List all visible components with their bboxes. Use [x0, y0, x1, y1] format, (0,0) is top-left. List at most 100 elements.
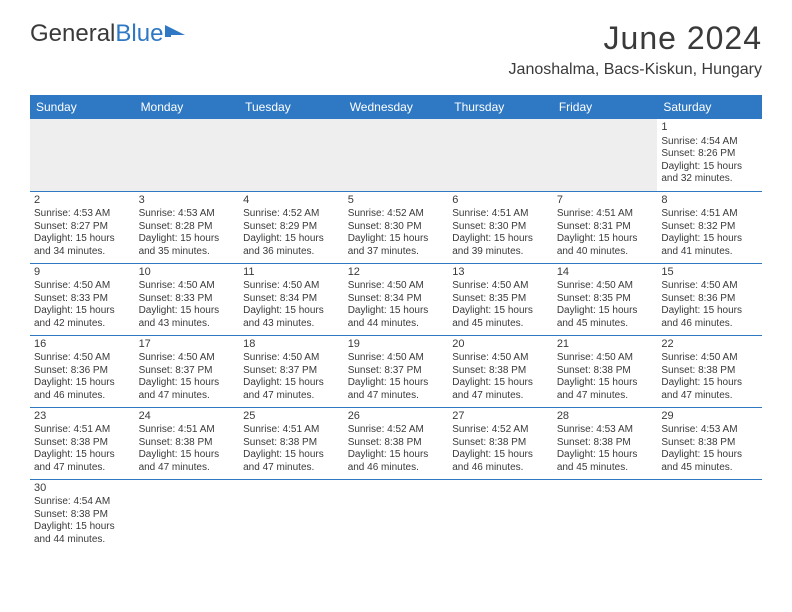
- day-number: 18: [243, 338, 340, 352]
- sunset-line: Sunset: 8:38 PM: [348, 437, 445, 450]
- daylight-line-2: and 37 minutes.: [348, 246, 445, 259]
- daylight-line-2: and 44 minutes.: [348, 318, 445, 331]
- sunset-line: Sunset: 8:29 PM: [243, 221, 340, 234]
- daylight-line-2: and 47 minutes.: [34, 462, 131, 475]
- weekday-header: Sunday: [30, 95, 135, 119]
- sunset-line: Sunset: 8:33 PM: [139, 293, 236, 306]
- sunset-line: Sunset: 8:37 PM: [348, 365, 445, 378]
- sunset-line: Sunset: 8:38 PM: [452, 437, 549, 450]
- daylight-line-1: Daylight: 15 hours: [557, 377, 654, 390]
- daylight-line-2: and 35 minutes.: [139, 246, 236, 259]
- daylight-line-2: and 34 minutes.: [34, 246, 131, 259]
- calendar-cell: 27Sunrise: 4:52 AMSunset: 8:38 PMDayligh…: [448, 407, 553, 479]
- daylight-line-2: and 46 minutes.: [661, 318, 758, 331]
- sunset-line: Sunset: 8:31 PM: [557, 221, 654, 234]
- sunset-line: Sunset: 8:26 PM: [661, 148, 758, 161]
- day-number: 7: [557, 194, 654, 208]
- sunrise-line: Sunrise: 4:50 AM: [243, 352, 340, 365]
- daylight-line-1: Daylight: 15 hours: [348, 449, 445, 462]
- sunset-line: Sunset: 8:36 PM: [34, 365, 131, 378]
- sunrise-line: Sunrise: 4:50 AM: [34, 352, 131, 365]
- sunset-line: Sunset: 8:33 PM: [34, 293, 131, 306]
- logo: GeneralBlue: [30, 20, 189, 48]
- day-number: 2: [34, 194, 131, 208]
- day-number: 4: [243, 194, 340, 208]
- calendar-cell: 5Sunrise: 4:52 AMSunset: 8:30 PMDaylight…: [344, 191, 449, 263]
- calendar-row: 9Sunrise: 4:50 AMSunset: 8:33 PMDaylight…: [30, 263, 762, 335]
- calendar-cell: [30, 119, 135, 191]
- daylight-line-2: and 36 minutes.: [243, 246, 340, 259]
- calendar-cell: 15Sunrise: 4:50 AMSunset: 8:36 PMDayligh…: [657, 263, 762, 335]
- daylight-line-2: and 47 minutes.: [139, 390, 236, 403]
- sunset-line: Sunset: 8:38 PM: [34, 509, 131, 522]
- day-number: 13: [452, 266, 549, 280]
- sunset-line: Sunset: 8:30 PM: [348, 221, 445, 234]
- sunrise-line: Sunrise: 4:54 AM: [34, 496, 131, 509]
- calendar-cell: 25Sunrise: 4:51 AMSunset: 8:38 PMDayligh…: [239, 407, 344, 479]
- sunrise-line: Sunrise: 4:54 AM: [661, 136, 758, 149]
- daylight-line-2: and 41 minutes.: [661, 246, 758, 259]
- day-number: 8: [661, 194, 758, 208]
- calendar-cell: 20Sunrise: 4:50 AMSunset: 8:38 PMDayligh…: [448, 335, 553, 407]
- daylight-line-1: Daylight: 15 hours: [348, 377, 445, 390]
- daylight-line-2: and 42 minutes.: [34, 318, 131, 331]
- daylight-line-2: and 45 minutes.: [557, 462, 654, 475]
- daylight-line-1: Daylight: 15 hours: [452, 233, 549, 246]
- calendar-cell: 1Sunrise: 4:54 AMSunset: 8:26 PMDaylight…: [657, 119, 762, 191]
- sunset-line: Sunset: 8:38 PM: [661, 365, 758, 378]
- sunrise-line: Sunrise: 4:53 AM: [34, 208, 131, 221]
- daylight-line-1: Daylight: 15 hours: [34, 233, 131, 246]
- sunset-line: Sunset: 8:30 PM: [452, 221, 549, 234]
- calendar-row: 1Sunrise: 4:54 AMSunset: 8:26 PMDaylight…: [30, 119, 762, 191]
- day-number: 14: [557, 266, 654, 280]
- month-title: June 2024: [509, 20, 762, 57]
- daylight-line-1: Daylight: 15 hours: [34, 305, 131, 318]
- daylight-line-1: Daylight: 15 hours: [452, 305, 549, 318]
- sunrise-line: Sunrise: 4:50 AM: [34, 280, 131, 293]
- sunrise-line: Sunrise: 4:50 AM: [557, 352, 654, 365]
- daylight-line-2: and 47 minutes.: [243, 390, 340, 403]
- calendar-cell: [448, 479, 553, 551]
- sunrise-line: Sunrise: 4:53 AM: [557, 424, 654, 437]
- logo-flag-icon: [165, 20, 189, 48]
- daylight-line-1: Daylight: 15 hours: [139, 449, 236, 462]
- daylight-line-2: and 47 minutes.: [661, 390, 758, 403]
- sunset-line: Sunset: 8:38 PM: [557, 437, 654, 450]
- day-number: 12: [348, 266, 445, 280]
- calendar-body: 1Sunrise: 4:54 AMSunset: 8:26 PMDaylight…: [30, 119, 762, 551]
- calendar-cell: [448, 119, 553, 191]
- sunset-line: Sunset: 8:38 PM: [243, 437, 340, 450]
- sunrise-line: Sunrise: 4:50 AM: [452, 352, 549, 365]
- sunrise-line: Sunrise: 4:52 AM: [348, 424, 445, 437]
- sunrise-line: Sunrise: 4:50 AM: [452, 280, 549, 293]
- day-number: 17: [139, 338, 236, 352]
- daylight-line-1: Daylight: 15 hours: [661, 305, 758, 318]
- daylight-line-2: and 40 minutes.: [557, 246, 654, 259]
- calendar-cell: [657, 479, 762, 551]
- day-number: 3: [139, 194, 236, 208]
- weekday-header: Saturday: [657, 95, 762, 119]
- day-number: 22: [661, 338, 758, 352]
- daylight-line-2: and 45 minutes.: [661, 462, 758, 475]
- daylight-line-1: Daylight: 15 hours: [661, 161, 758, 174]
- calendar-cell: [553, 479, 658, 551]
- calendar-cell: 9Sunrise: 4:50 AMSunset: 8:33 PMDaylight…: [30, 263, 135, 335]
- daylight-line-2: and 43 minutes.: [139, 318, 236, 331]
- daylight-line-1: Daylight: 15 hours: [557, 449, 654, 462]
- daylight-line-1: Daylight: 15 hours: [661, 377, 758, 390]
- calendar-cell: 29Sunrise: 4:53 AMSunset: 8:38 PMDayligh…: [657, 407, 762, 479]
- calendar-cell: 17Sunrise: 4:50 AMSunset: 8:37 PMDayligh…: [135, 335, 240, 407]
- sunrise-line: Sunrise: 4:50 AM: [557, 280, 654, 293]
- daylight-line-2: and 45 minutes.: [557, 318, 654, 331]
- day-number: 15: [661, 266, 758, 280]
- calendar-cell: [135, 119, 240, 191]
- weekday-header: Thursday: [448, 95, 553, 119]
- sunset-line: Sunset: 8:38 PM: [557, 365, 654, 378]
- sunset-line: Sunset: 8:32 PM: [661, 221, 758, 234]
- daylight-line-1: Daylight: 15 hours: [452, 449, 549, 462]
- calendar-table: SundayMondayTuesdayWednesdayThursdayFrid…: [30, 95, 762, 551]
- sunrise-line: Sunrise: 4:52 AM: [243, 208, 340, 221]
- header: GeneralBlue June 2024 Janoshalma, Bacs-K…: [0, 0, 792, 87]
- calendar-cell: 12Sunrise: 4:50 AMSunset: 8:34 PMDayligh…: [344, 263, 449, 335]
- title-block: June 2024 Janoshalma, Bacs-Kiskun, Hunga…: [509, 20, 762, 79]
